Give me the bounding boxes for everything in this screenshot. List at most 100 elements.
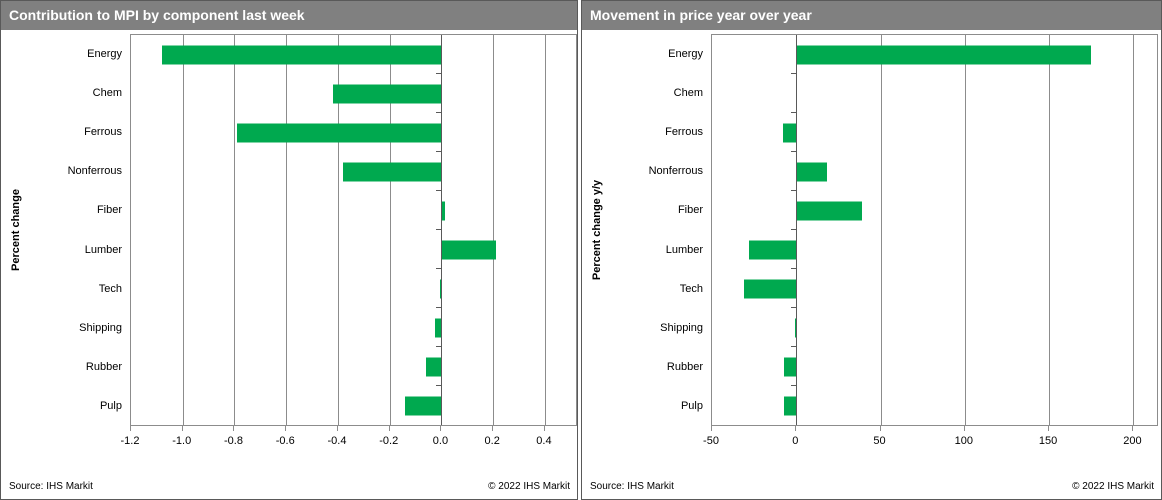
- category-tick-mark: [791, 229, 797, 230]
- category-label: Pulp: [99, 400, 122, 413]
- bar-energy: [162, 45, 442, 64]
- x-tick-mark: [879, 426, 881, 431]
- left-chart-title: Contribution to MPI by component last we…: [1, 1, 577, 30]
- category-tick-mark: [791, 151, 797, 152]
- zero-axis-line: [441, 35, 443, 425]
- category-label: Tech: [98, 282, 122, 295]
- x-tick-label: -50: [703, 435, 719, 447]
- bar-row: [131, 308, 576, 347]
- bar-pulp: [405, 396, 442, 415]
- bar-nonferrous: [343, 162, 442, 181]
- x-tick-mark: [285, 426, 287, 431]
- x-tick-mark: [440, 426, 442, 431]
- x-tick-mark: [963, 426, 965, 431]
- bar-pulp: [784, 396, 797, 415]
- x-tick-label: -0.6: [275, 435, 295, 447]
- grid-line: [880, 35, 882, 425]
- category-tick-mark: [791, 190, 797, 191]
- x-tick-label: -1.2: [120, 435, 140, 447]
- bar-row: [131, 152, 576, 191]
- bar-row: [712, 386, 1157, 425]
- bar-row: [712, 191, 1157, 230]
- zero-axis-line: [796, 35, 798, 425]
- grid-line: [493, 35, 495, 425]
- category-tick-mark: [436, 268, 442, 269]
- bar-row: [712, 269, 1157, 308]
- bar-rubber: [425, 357, 442, 376]
- bar-shipping: [434, 318, 442, 337]
- right-chart-body: Percent change y/y Source: IHS Markit © …: [582, 31, 1161, 499]
- x-tick-label: 0.0: [432, 435, 449, 447]
- x-tick-mark: [181, 426, 183, 431]
- x-tick-mark: [492, 426, 494, 431]
- category-labels: Energy Chem Ferrous Nonferrous Fiber Lumber Te…: [1, 34, 122, 426]
- category-tick-mark: [436, 151, 442, 152]
- category-tick-mark: [436, 385, 442, 386]
- category-label: Nonferrous: [648, 165, 703, 178]
- bar-fiber: [441, 201, 446, 220]
- category-label: Energy: [87, 47, 122, 60]
- bar-row: [131, 386, 576, 425]
- category-tick-mark: [791, 73, 797, 74]
- category-tick-mark: [791, 346, 797, 347]
- bar-row: [712, 152, 1157, 191]
- x-tick-label: 150: [1038, 435, 1058, 447]
- category-tick-mark: [436, 190, 442, 191]
- category-label: Energy: [668, 47, 703, 60]
- category-tick-mark: [791, 385, 797, 386]
- grid-line: [964, 35, 966, 425]
- bar-ferrous: [782, 123, 797, 142]
- category-tick-mark: [791, 268, 797, 269]
- category-label: Shipping: [79, 322, 122, 335]
- category-label: Tech: [679, 282, 703, 295]
- category-tick-mark: [436, 346, 442, 347]
- left-copyright-note: © 2022 IHS Markit: [488, 481, 570, 492]
- category-label: Pulp: [680, 400, 703, 413]
- bar-row: [712, 35, 1157, 74]
- category-tick-mark: [436, 112, 442, 113]
- bar-row: [712, 230, 1157, 269]
- bar-row: [131, 347, 576, 386]
- x-tick-mark: [130, 426, 131, 431]
- bar-row: [712, 113, 1157, 152]
- x-tick-label: 200: [1123, 435, 1142, 447]
- category-label: Chem: [92, 86, 122, 99]
- right-chart-title: Movement in price year over year: [582, 1, 1161, 30]
- bar-row: [131, 113, 576, 152]
- grid-line: [1049, 35, 1051, 425]
- x-tick-label: -0.8: [224, 435, 243, 447]
- bar-row: [712, 308, 1157, 347]
- bar-shipping: [794, 318, 797, 337]
- bar-lumber: [749, 240, 797, 259]
- bar-tech: [744, 279, 797, 298]
- bar-row: [131, 269, 576, 308]
- right-copyright-note: © 2022 IHS Markit: [1072, 481, 1154, 492]
- grid-line: [286, 35, 288, 425]
- x-tick-label: -0.2: [379, 435, 399, 447]
- category-label: Ferrous: [84, 126, 122, 138]
- x-tick-mark: [711, 426, 712, 431]
- category-tick-mark: [436, 73, 442, 74]
- grid-line: [389, 35, 391, 425]
- category-label: Fiber: [677, 204, 703, 217]
- bar-lumber: [441, 240, 496, 259]
- category-label: Chem: [673, 86, 703, 99]
- bar-energy: [796, 45, 1092, 64]
- category-tick-mark: [791, 307, 797, 308]
- bar-ferrous: [237, 123, 442, 142]
- bar-row: [131, 191, 576, 230]
- bar-nonferrous: [796, 162, 827, 181]
- right-chart-panel: Movement in price year over year Percent…: [581, 0, 1162, 500]
- bar-chem: [332, 84, 442, 103]
- category-label: Rubber: [85, 361, 122, 374]
- x-tick-label: 0: [792, 435, 799, 447]
- left-chart-body: Percent change Source: IHS Markit © 2022…: [1, 31, 577, 499]
- category-label: Fiber: [96, 204, 122, 217]
- x-axis: -1.2 -1.0 -0.8 -0.6 -0.4 -0.2 0.0 0.2 0.4: [121, 426, 575, 454]
- bar-row: [712, 347, 1157, 386]
- bar-rubber: [784, 357, 797, 376]
- category-label: Nonferrous: [67, 165, 122, 178]
- x-tick-mark: [233, 426, 235, 431]
- x-tick-mark: [1048, 426, 1050, 431]
- x-tick-mark: [388, 426, 390, 431]
